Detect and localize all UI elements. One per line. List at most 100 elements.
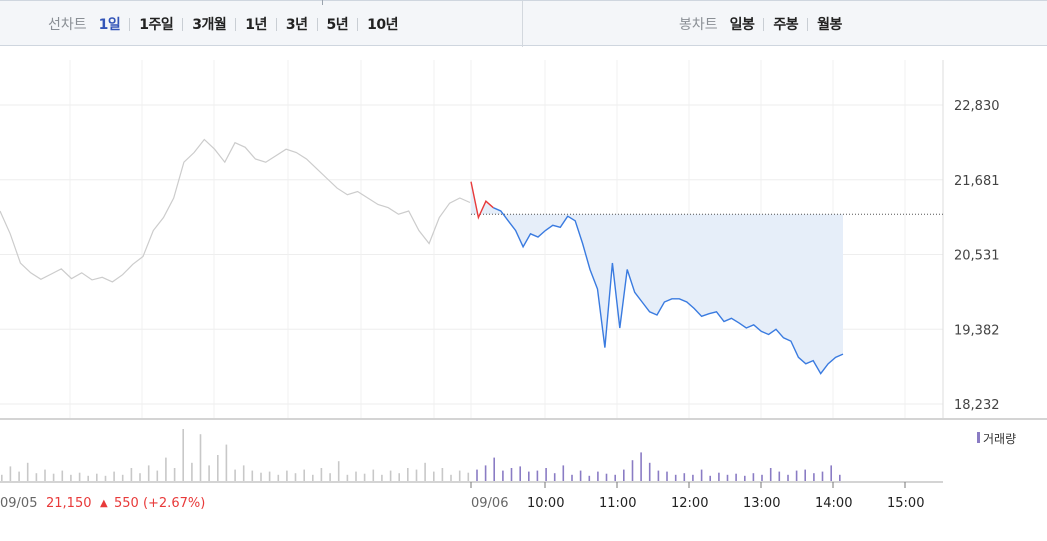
candle-chart-period-group: 봉차트 일봉 주봉 월봉 [679,1,842,47]
y-tick-label: 18,232 [954,398,1000,413]
y-tick-label: 21,681 [954,174,1000,189]
line-period-separator [129,17,131,31]
volume-bar [156,470,159,481]
volume-bar [26,462,29,481]
chart-toolbar: 선차트 1일 1주일 3개월 1년 3년 5년 10년 봉차트 일봉 주봉 월봉 [0,0,1047,47]
volume-bar [113,471,115,481]
volume-bar [260,472,262,481]
volume-bar [718,472,720,481]
volume-bar [787,474,789,481]
stock-price-chart: 22,830 21,681 20,531 19,382 18,232 거래량 09/06 10… [0,60,1047,511]
volume-legend-swatch [977,432,980,443]
volume-bar [312,474,314,481]
volume-bar [726,474,729,481]
volume-bar [735,473,737,481]
volume-bar [286,470,288,481]
volume-bar [519,466,521,481]
line-period-button-6[interactable]: 10년 [367,17,399,33]
volume-bar [484,465,487,481]
volume-bar [545,468,547,481]
volume-bar [268,471,271,481]
toolbar-divider [522,1,523,47]
volume-bar [199,434,202,481]
volume-bar [87,475,89,481]
change-up-arrow: ▲ [100,498,108,509]
candle-period-button-1[interactable]: 주봉 [773,17,799,33]
volume-bar [208,465,210,481]
line-period-separator [182,17,184,31]
volume-bar [182,429,184,481]
today-series-up-segment [470,181,494,220]
volume-bar [398,473,400,481]
volume-legend-label: 거래량 [983,432,1016,446]
volume-bar [346,474,349,481]
line-period-button-4[interactable]: 3년 [285,17,308,33]
volume-bar [458,470,461,481]
candle-period-button-2[interactable]: 월봉 [817,17,842,33]
today-series-line [493,207,844,375]
volume-bar [121,474,124,481]
line-period-separator [357,17,359,31]
volume-bar [424,462,426,481]
line-period-separator [316,17,318,31]
volume-bar [493,457,495,481]
volume-bar [588,475,591,481]
volume-bar [1,474,3,481]
volume-bar [381,474,383,481]
line-period-button-3[interactable]: 1년 [245,17,267,33]
volume-bar [839,474,841,481]
volume-bar [9,466,12,481]
candle-period-button-0[interactable]: 일봉 [729,17,755,33]
volume-bar [294,473,297,481]
volume-bar [441,468,444,481]
x-tick-label: 13:00 [743,496,780,511]
prev-day-series-line [0,138,471,283]
volume-bar [52,473,55,481]
volume-bar [450,474,452,481]
line-period-button-5[interactable]: 5년 [326,17,349,33]
x-tick-label: 14:00 [815,496,852,511]
volume-bar [778,471,781,481]
volume-bar [536,470,539,481]
volume-bar [35,473,38,481]
volume-bar [372,469,375,481]
volume-bar [631,460,634,481]
volume-bar [528,471,530,481]
volume-bar [18,471,20,481]
volume-bar [761,474,763,481]
prev-day-label: 09/05 [0,496,37,511]
volume-bar [821,471,824,481]
volume-bar [502,470,504,481]
volume-bar [70,474,72,481]
volume-bar [553,473,556,481]
x-tick-label: 09/06 [471,496,508,511]
volume-bar [614,474,616,481]
line-period-button-0[interactable]: 1일 [98,17,121,33]
volume-bar [389,470,392,481]
volume-bar [234,469,236,481]
volume-bar [78,472,81,481]
volume-bar [804,469,806,481]
volume-bar [597,471,599,481]
volume-bar [744,475,746,481]
volume-bar [657,470,660,481]
volume-bar [303,469,305,481]
volume-bar [571,474,573,481]
line-period-button-1[interactable]: 1주일 [139,17,174,33]
line-period-separator [275,17,277,31]
volume-bar [666,471,668,481]
volume-bar [562,465,565,481]
volume-bar [191,462,193,481]
volume-bar [795,470,798,481]
volume-bar [130,468,133,481]
volume-bar [147,465,150,481]
volume-bar [320,468,323,481]
line-period-button-2[interactable]: 3개월 [192,17,227,33]
volume-bar [648,462,651,481]
volume-bar [605,473,608,481]
line-period-separator [235,17,237,31]
volume-bar [329,473,331,481]
volume-bar [813,473,815,481]
volume-bar [217,455,219,481]
volume-bar [830,465,832,481]
